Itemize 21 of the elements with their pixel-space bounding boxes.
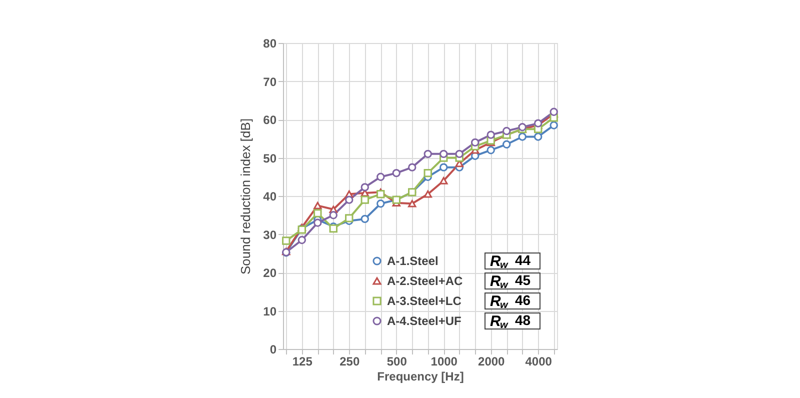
y-tick-label: 50 xyxy=(263,151,277,166)
y-tick-label: 0 xyxy=(270,342,277,356)
y-tick-label: 70 xyxy=(263,74,277,89)
x-tick-label: 1000 xyxy=(430,354,458,368)
legend-label: A-2.Steel+AC xyxy=(387,274,464,288)
y-axis-title: Sound reduction index [dB] xyxy=(238,118,254,275)
x-tick-label: 4000 xyxy=(525,354,552,368)
y-tick-label: 60 xyxy=(263,113,277,127)
y-tick-label: 20 xyxy=(263,266,277,280)
x-tick-label: 250 xyxy=(340,354,360,368)
y-tick-label: 80 xyxy=(263,36,277,50)
legend-label: A-4.Steel+UF xyxy=(387,314,462,328)
y-tick-label: 30 xyxy=(263,228,277,242)
legend-label: A-1.Steel xyxy=(387,254,438,268)
x-tick-label: 125 xyxy=(292,354,313,368)
y-tick-label: 40 xyxy=(263,190,277,204)
x-axis-title: Frequency [Hz] xyxy=(377,370,464,384)
x-tick-label: 500 xyxy=(386,354,408,368)
x-tick-label: 2000 xyxy=(478,354,506,368)
legend-label: A-3.Steel+LC xyxy=(387,294,462,308)
y-tick-label: 10 xyxy=(263,304,277,318)
